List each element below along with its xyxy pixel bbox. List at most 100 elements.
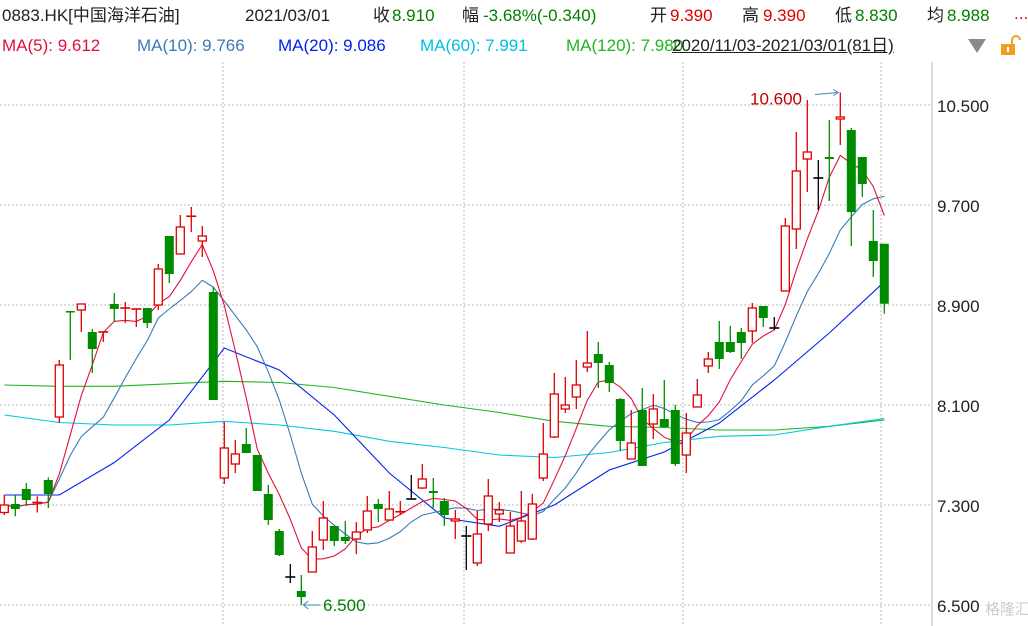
candle-body xyxy=(76,303,86,311)
candle-body xyxy=(868,241,878,261)
triangle-down-icon[interactable] xyxy=(967,38,987,54)
ma-line-60 xyxy=(4,414,885,459)
avg-label: 均 xyxy=(927,6,944,25)
candle-body xyxy=(274,531,284,555)
candle-body xyxy=(483,495,493,525)
candles xyxy=(0,92,889,605)
candle-body xyxy=(615,399,625,441)
date-range-selector[interactable]: 2020/11/03-2021/03/01(81日) xyxy=(672,36,894,55)
watermark: 格隆汇 xyxy=(985,600,1028,618)
candle-body xyxy=(538,453,548,479)
candle-body xyxy=(87,332,97,349)
candle-body xyxy=(230,453,240,465)
symbol-title: 0883.HK[中国海洋石油] xyxy=(2,6,180,25)
candle-body xyxy=(384,508,394,521)
candle-body xyxy=(879,243,889,304)
candle-body xyxy=(307,546,317,573)
candle-body xyxy=(318,517,328,541)
candle-body xyxy=(725,342,735,352)
candle-body xyxy=(164,236,174,274)
grid xyxy=(0,62,932,626)
more-button[interactable]: ... xyxy=(1014,4,1028,23)
candle-body xyxy=(340,537,350,541)
low-value: 8.830 xyxy=(855,6,898,25)
annotations: 10.600 6.500 xyxy=(302,89,840,615)
candle-body xyxy=(109,304,119,309)
candle-body xyxy=(329,526,339,541)
candle-body xyxy=(65,311,75,313)
candle-body xyxy=(428,491,438,493)
candle-body xyxy=(252,455,262,491)
candle-body xyxy=(219,447,229,479)
candle-body xyxy=(681,432,691,456)
max-price-label: 10.600 xyxy=(750,90,802,109)
y-axis: 10.500 9.700 8.900 8.100 7.300 6.500 xyxy=(931,62,989,626)
open-label: 开 xyxy=(650,6,667,25)
candle-body xyxy=(736,332,746,343)
candle-body xyxy=(802,151,812,160)
avg-value: 8.988 xyxy=(947,6,990,25)
candle-body xyxy=(494,509,504,515)
y-tick-label: 10.500 xyxy=(937,97,989,116)
candle-body xyxy=(747,307,757,332)
candle-body xyxy=(142,308,152,323)
candle-body xyxy=(373,504,383,509)
ma20-value: MA(20): 9.086 xyxy=(278,36,386,55)
candle-body xyxy=(758,306,768,318)
candle-body xyxy=(351,531,361,540)
y-tick-label: 7.300 xyxy=(937,497,980,516)
candle-body xyxy=(516,520,526,542)
date: 2021/03/01 xyxy=(245,6,331,25)
candle-body xyxy=(439,501,449,515)
ma10-value: MA(10): 9.766 xyxy=(137,36,245,55)
candle-body xyxy=(604,365,614,383)
candle-body xyxy=(549,393,559,438)
candle-body xyxy=(417,478,427,489)
change-value: -3.68%(-0.340) xyxy=(483,6,597,25)
y-tick-label: 8.100 xyxy=(937,397,980,416)
candle-body xyxy=(43,480,53,494)
candle-body xyxy=(362,510,372,531)
candle-body xyxy=(505,525,515,554)
ma5-value: MA(5): 9.612 xyxy=(2,36,101,55)
low-label: 低 xyxy=(835,6,852,25)
open-value: 9.390 xyxy=(670,6,713,25)
ma120-value: MA(120): 7.980 xyxy=(566,36,684,55)
ma-line-10 xyxy=(4,195,885,545)
candle-body xyxy=(527,503,537,540)
high-label: 高 xyxy=(742,6,759,25)
candle-body xyxy=(54,364,64,418)
y-tick-label: 9.700 xyxy=(937,197,980,216)
max-pointer xyxy=(814,92,839,95)
candle-body xyxy=(835,116,845,120)
y-tick-label: 6.500 xyxy=(937,597,980,616)
close-value: 8.910 xyxy=(392,6,435,25)
high-value: 9.390 xyxy=(763,6,806,25)
ma-line-120 xyxy=(4,380,885,431)
candle-body xyxy=(296,591,306,597)
candle-body xyxy=(582,362,592,368)
candle-body xyxy=(263,494,273,520)
candle-body xyxy=(593,354,603,363)
candle-body xyxy=(626,442,636,460)
candle-body xyxy=(846,130,856,212)
change-label: 幅 xyxy=(462,6,479,25)
candle-body xyxy=(780,225,790,292)
candle-body xyxy=(714,342,724,359)
candle-body xyxy=(21,489,31,500)
candle-body xyxy=(670,410,680,464)
candle-body xyxy=(571,384,581,398)
candle-body xyxy=(560,404,570,410)
candle-body xyxy=(197,235,207,242)
candle-body xyxy=(659,419,669,427)
ma60-value: MA(60): 7.991 xyxy=(420,36,528,55)
candle-body xyxy=(791,170,801,230)
lock-open-icon[interactable] xyxy=(1000,34,1024,56)
candle-body xyxy=(153,268,163,306)
candle-body xyxy=(472,533,482,564)
candle-body xyxy=(824,157,834,159)
candle-body xyxy=(648,408,658,425)
candle-body xyxy=(450,518,460,522)
candle-body xyxy=(637,410,647,466)
